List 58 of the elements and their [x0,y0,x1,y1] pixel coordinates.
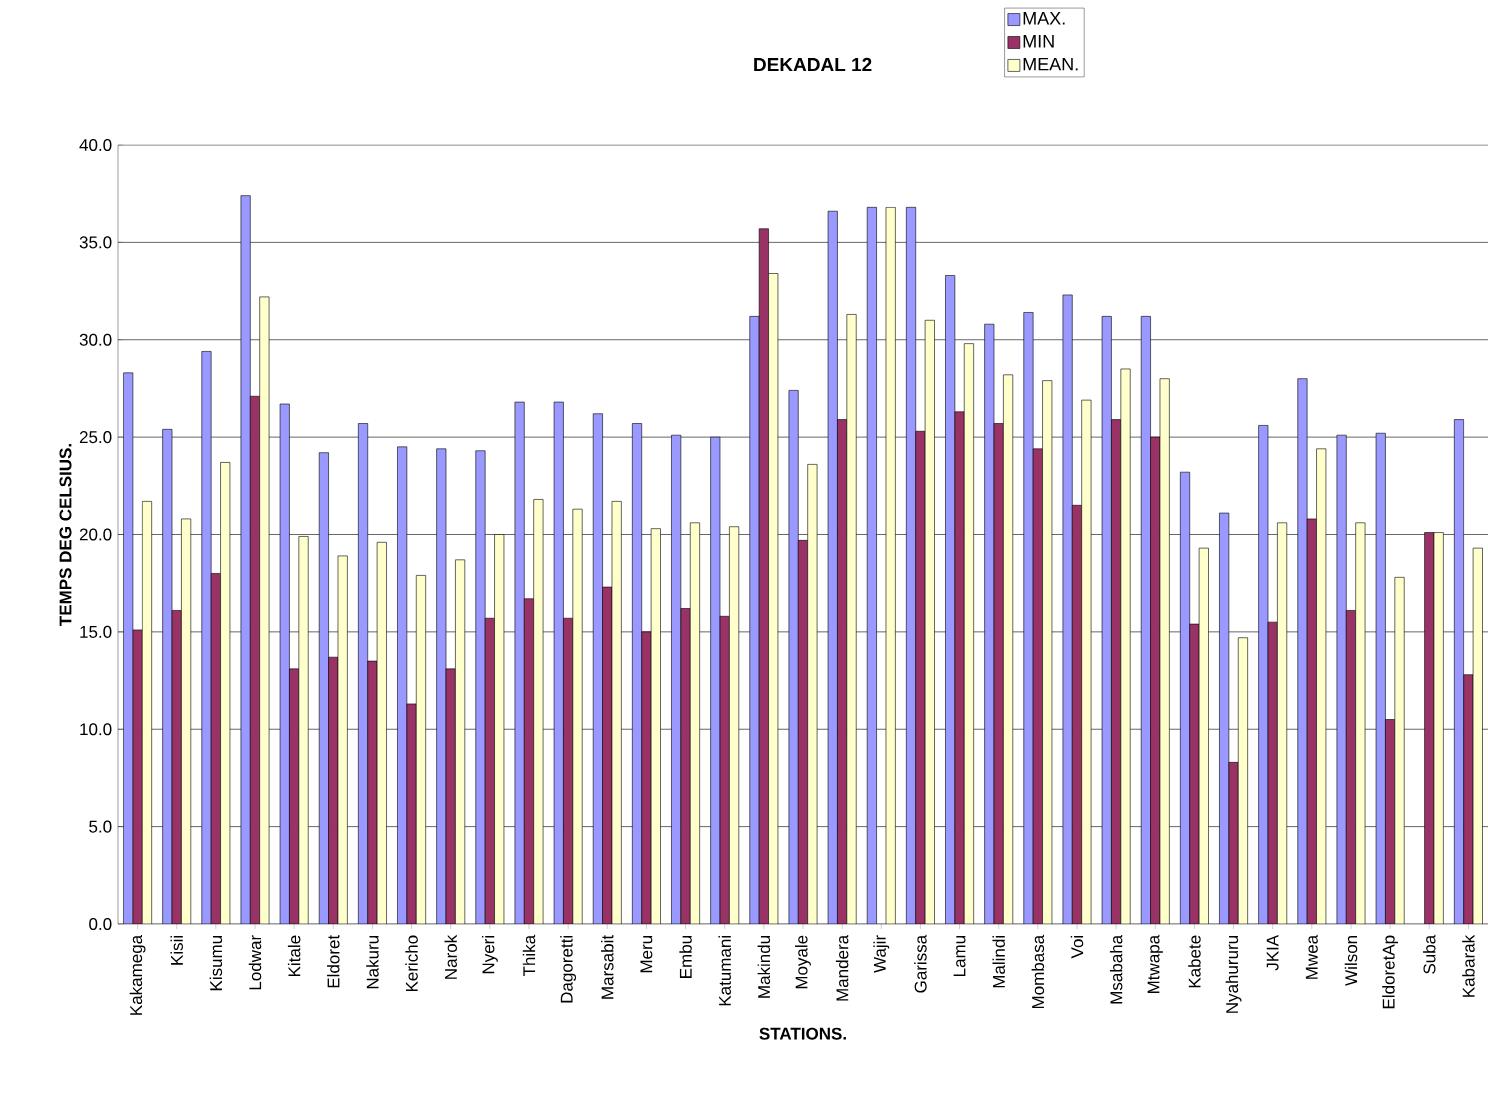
bar [475,450,486,924]
x-tick-label: Mtwapa [1147,934,1163,993]
x-tick-label: Thika [522,934,536,977]
bar [846,314,857,924]
x-tick-label: Kakamega [129,934,146,1015]
legend-label: MAX. [1023,12,1065,25]
y-tick-label: 30.0 [79,333,112,346]
y-tick-label: 25.0 [79,431,112,444]
x-tick-label: Kabete [1188,935,1201,988]
x-tick-label: JKIA [1266,934,1279,971]
y-tick-label: 35.0 [79,236,112,249]
x-tick-label: Narok [444,934,457,979]
x-tick-label: Lamu [953,936,966,976]
x-tick-label: Katumani [718,936,731,1006]
x-tick-label: Wilson [1344,935,1358,986]
bar [749,316,760,924]
chart-title: DEKADAL 12 [754,57,872,72]
x-tick-label: Lodwar [248,935,262,990]
y-tick-label: 5.0 [89,820,112,833]
x-tick-label: Embu [679,936,692,978]
x-axis-title: STATIONS. [759,1027,846,1040]
bar [1120,368,1131,924]
x-tick-label: Suba [1423,934,1436,974]
y-tick-label: 20.0 [79,528,112,541]
legend-label: MEAN. [1023,57,1078,71]
bar [201,351,212,924]
x-tick-label: Malindi [992,936,1005,988]
x-tick-label: Kisumu [209,936,223,991]
x-tick-label: Marsabit [601,935,614,999]
y-tick-label: 0.0 [89,917,112,931]
x-tick-label: Kabarak [1462,934,1475,997]
y-tick-label: 10.0 [80,723,112,736]
x-tick-label: Msabaha [1109,934,1123,1004]
y-axis-title: TEMPS DEG CELSIUS. [59,444,72,626]
x-tick-label: Eldoret [327,935,340,988]
x-tick-label: Mwea [1305,934,1318,979]
bar [298,536,309,924]
x-tick-label: Voi [1070,936,1084,959]
x-tick-label: Nyeri [481,936,498,974]
x-tick-label: Moyale [795,935,811,989]
x-tick-label: Nyahururu [1225,936,1242,1013]
x-tick-label: Kisii [170,936,183,965]
bar [1394,577,1405,924]
x-tick-label: Kericho [405,935,418,992]
x-tick-label: Meru [640,936,653,973]
x-tick-label: Makindu [757,936,771,998]
y-tick-label: 40.0 [79,138,112,152]
bar [572,508,583,924]
x-tick-label: Mandera [835,934,849,1001]
x-tick-label: Mombasa [1031,934,1045,1009]
x-tick-label: Kitale [287,935,301,976]
x-tick-label: Nakuru [366,936,379,989]
y-tick-label: 15.0 [80,625,112,638]
x-tick-label: Wajir [873,935,890,973]
legend-label: MIN [1023,35,1054,48]
x-tick-label: EldoretAp [1382,935,1399,1009]
x-tick-label: Garissa [914,934,927,993]
x-tick-label: Dagoretti [560,936,577,1003]
